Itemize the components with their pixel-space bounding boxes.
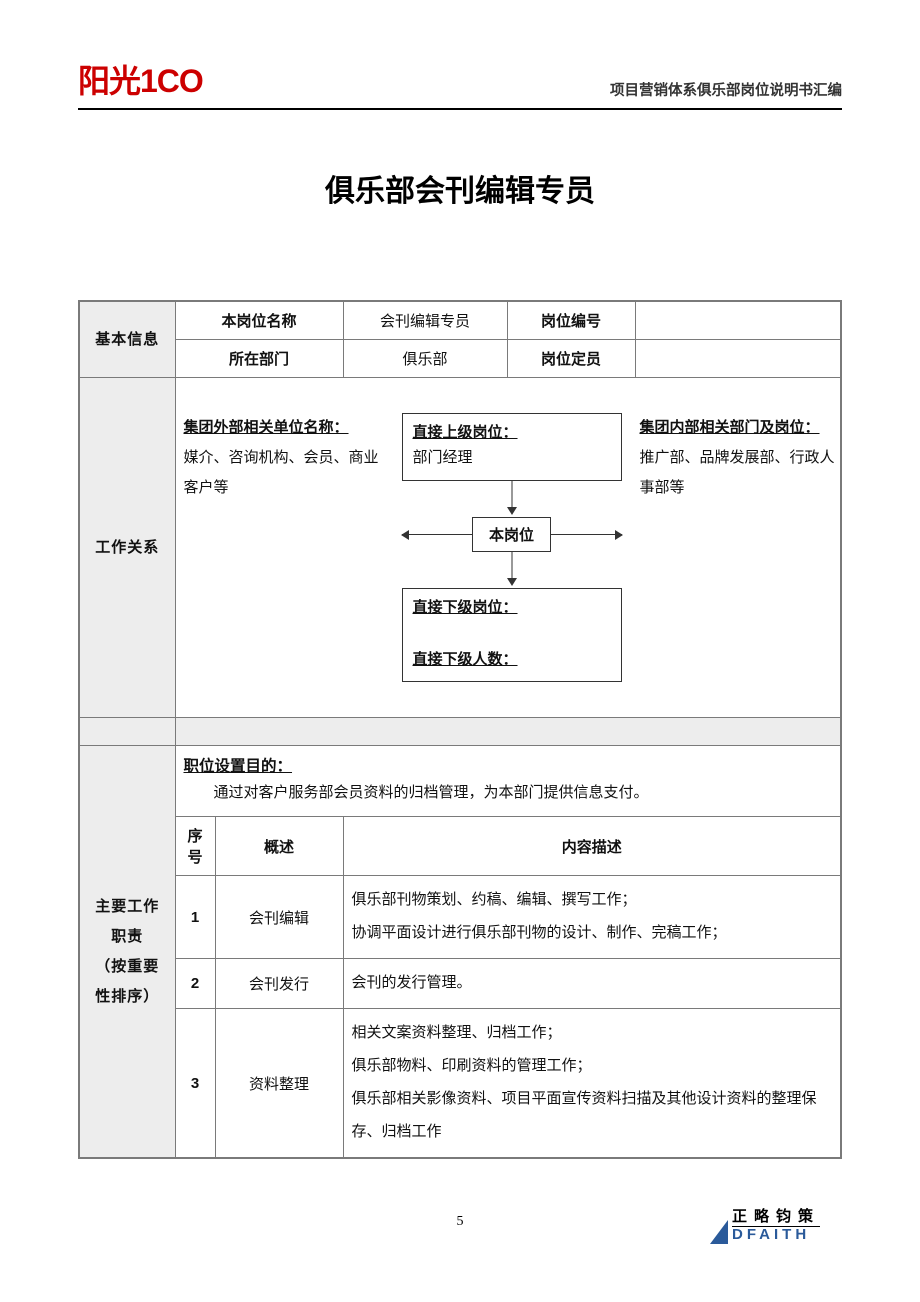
- footer-logo-inner: 正略钧策 DFAITH: [710, 1209, 820, 1244]
- duties-label-l4: 性排序）: [95, 988, 159, 1005]
- duties-label-l1: 主要工作: [95, 898, 159, 915]
- footer-logo: 正略钧策 DFAITH: [710, 1209, 820, 1244]
- footer-logo-cn: 正略钧策: [732, 1209, 820, 1227]
- table-row: 工作关系 集团外部相关单位名称： 媒介、咨询机构、会员、商业客户等 直接上级岗位…: [79, 378, 841, 718]
- dept-value: 俱乐部: [343, 340, 507, 378]
- dept-label: 所在部门: [175, 340, 343, 378]
- duty-seq: 3: [175, 1009, 215, 1159]
- flow-column: 直接上级岗位： 部门经理 本岗位 直接下级岗位： 直接下级人数：: [402, 413, 622, 683]
- external-title: 集团外部相关单位名称：: [184, 413, 384, 443]
- purpose-body: 通过对客户服务部会员资料的归档管理，为本部门提供信息支付。: [184, 778, 833, 808]
- pos-name-value: 会刊编辑专员: [343, 301, 507, 340]
- brand-logo: 阳光1CO: [78, 56, 203, 102]
- duties-label-l2: 职责: [111, 928, 143, 945]
- purpose-title: 职位设置目的：: [184, 754, 833, 776]
- superior-body: 部门经理: [413, 450, 473, 466]
- table-row: 基本信息 本岗位名称 会刊编辑专员 岗位编号: [79, 301, 841, 340]
- triangle-icon: [710, 1220, 728, 1244]
- subordinate-box: 直接下级岗位： 直接下级人数：: [402, 588, 622, 683]
- arrow-down-icon: [402, 552, 622, 588]
- arrow-left-icon: [402, 534, 473, 535]
- page-number: 5: [457, 1214, 464, 1230]
- work-rel-grid: 集团外部相关单位名称： 媒介、咨询机构、会员、商业客户等 直接上级岗位： 部门经…: [184, 413, 833, 683]
- header-subtitle: 项目营销体系俱乐部岗位说明书汇编: [610, 79, 842, 102]
- duty-seq: 1: [175, 876, 215, 959]
- brand-logo-text: 阳光1CO: [78, 63, 203, 99]
- headcount-label: 岗位定员: [507, 340, 635, 378]
- duty-row: 3 资料整理 相关文案资料整理、归档工作；俱乐部物料、印刷资料的管理工作；俱乐部…: [79, 1009, 841, 1159]
- external-column: 集团外部相关单位名称： 媒介、咨询机构、会员、商业客户等: [184, 413, 384, 503]
- duties-label: 主要工作 职责 （按重要 性排序）: [79, 746, 175, 1159]
- superior-box: 直接上级岗位： 部门经理: [402, 413, 622, 481]
- duty-summary: 会刊发行: [215, 959, 343, 1009]
- pos-code-label: 岗位编号: [507, 301, 635, 340]
- duty-desc: 会刊的发行管理。: [343, 959, 841, 1009]
- sub-count-title: 直接下级人数：: [413, 651, 518, 668]
- external-body: 媒介、咨询机构、会员、商业客户等: [184, 450, 379, 496]
- pos-code-value: [635, 301, 841, 340]
- work-rel-cell: 集团外部相关单位名称： 媒介、咨询机构、会员、商业客户等 直接上级岗位： 部门经…: [175, 378, 841, 718]
- table-row: 所在部门 俱乐部 岗位定员: [79, 340, 841, 378]
- work-rel-label: 工作关系: [79, 378, 175, 718]
- duty-desc: 俱乐部刊物策划、约稿、编辑、撰写工作；协调平面设计进行俱乐部刊物的设计、制作、完…: [343, 876, 841, 959]
- headcount-value: [635, 340, 841, 378]
- internal-column: 集团内部相关部门及岗位： 推广部、品牌发展部、行政人事部等: [640, 413, 840, 503]
- duties-label-l3: （按重要: [95, 958, 159, 975]
- col-summary: 概述: [215, 817, 343, 876]
- purpose-cell: 职位设置目的： 通过对客户服务部会员资料的归档管理，为本部门提供信息支付。: [175, 746, 841, 817]
- main-table: 基本信息 本岗位名称 会刊编辑专员 岗位编号 所在部门 俱乐部 岗位定员 工作关…: [78, 300, 842, 1159]
- flow-mid-row: 本岗位: [402, 517, 622, 552]
- arrow-right-icon: [551, 534, 622, 535]
- arrow-down-icon: [402, 481, 622, 517]
- table-row: 主要工作 职责 （按重要 性排序） 职位设置目的： 通过对客户服务部会员资料的归…: [79, 746, 841, 817]
- spacer-label: [79, 718, 175, 746]
- internal-title: 集团内部相关部门及岗位：: [640, 413, 840, 443]
- duty-summary: 会刊编辑: [215, 876, 343, 959]
- duty-row: 1 会刊编辑 俱乐部刊物策划、约稿、编辑、撰写工作；协调平面设计进行俱乐部刊物的…: [79, 876, 841, 959]
- pos-name-label: 本岗位名称: [175, 301, 343, 340]
- duty-row: 2 会刊发行 会刊的发行管理。: [79, 959, 841, 1009]
- col-desc: 内容描述: [343, 817, 841, 876]
- internal-body: 推广部、品牌发展部、行政人事部等: [640, 450, 835, 496]
- col-seq: 序号: [175, 817, 215, 876]
- footer-logo-text: 正略钧策 DFAITH: [732, 1209, 820, 1244]
- document-title: 俱乐部会刊编辑专员: [78, 166, 842, 210]
- duty-desc: 相关文案资料整理、归档工作；俱乐部物料、印刷资料的管理工作；俱乐部相关影像资料、…: [343, 1009, 841, 1159]
- spacer-row: [79, 718, 841, 746]
- document-page: 阳光1CO 项目营销体系俱乐部岗位说明书汇编 俱乐部会刊编辑专员 基本信息 本岗…: [0, 0, 920, 1302]
- superior-title: 直接上级岗位：: [413, 424, 518, 441]
- footer-logo-en: DFAITH: [732, 1226, 810, 1243]
- sub-title: 直接下级岗位：: [413, 599, 518, 616]
- basic-info-label: 基本信息: [79, 301, 175, 378]
- duty-summary: 资料整理: [215, 1009, 343, 1159]
- duties-header-row: 序号 概述 内容描述: [79, 817, 841, 876]
- header-divider: [78, 108, 842, 110]
- this-position-box: 本岗位: [472, 517, 551, 552]
- page-header: 阳光1CO 项目营销体系俱乐部岗位说明书汇编: [78, 56, 842, 102]
- spacer-cell: [175, 718, 841, 746]
- duty-seq: 2: [175, 959, 215, 1009]
